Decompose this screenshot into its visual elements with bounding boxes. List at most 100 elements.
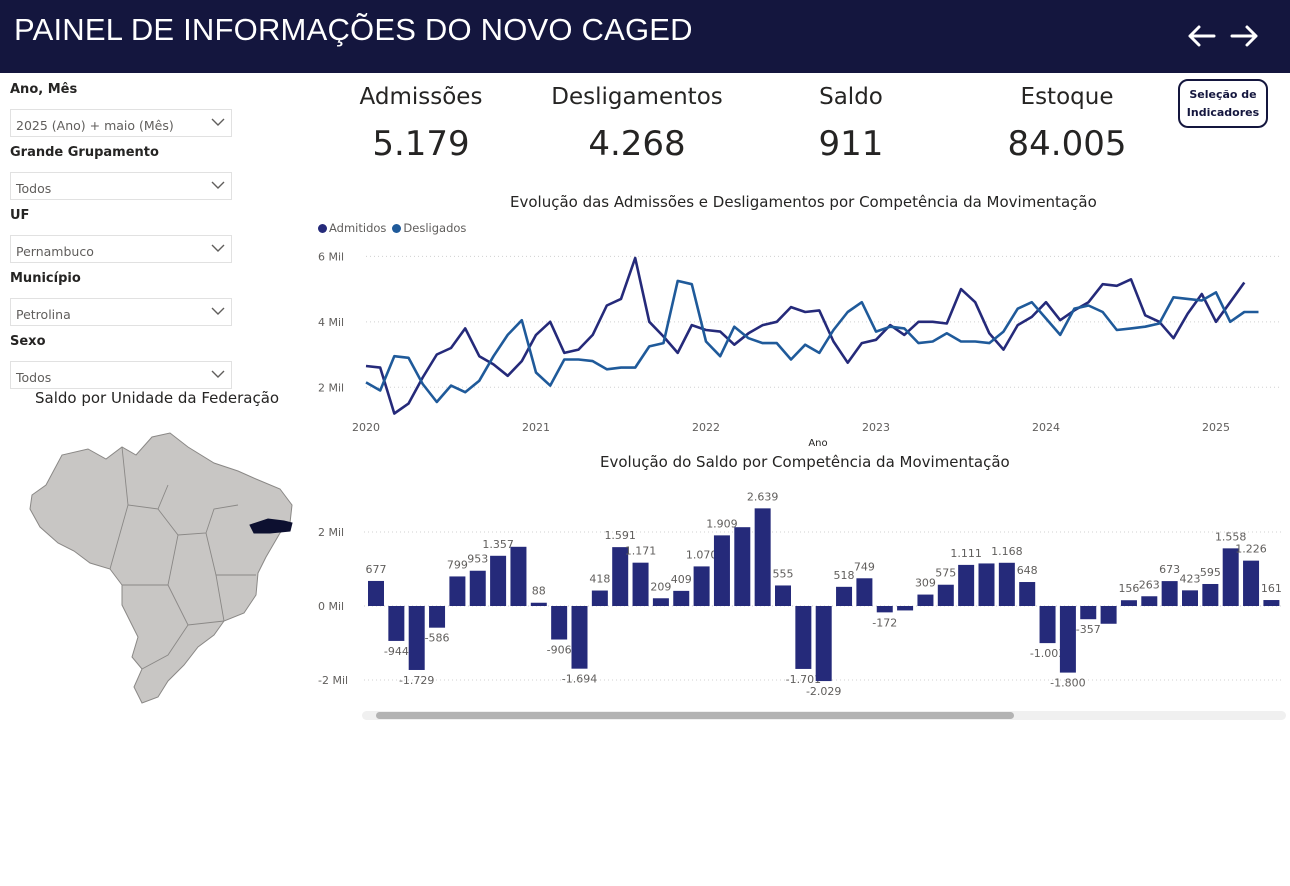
kpi-value: 4.268 [588,124,686,164]
data-label: 1.070 [686,548,718,561]
data-label: 156 [1118,582,1139,595]
kpi-label: Desligamentos [551,84,723,110]
bar [388,606,405,641]
bar [1100,606,1117,624]
legend-label: Desligados [403,221,467,235]
y-tick-label: -2 Mil [318,674,348,687]
bar [978,563,995,606]
bar [1080,606,1097,620]
dropdown-municipio[interactable]: Petrolina [10,298,232,326]
data-label: -1.800 [1050,677,1085,690]
bar [449,576,466,606]
filter-label-grande-grupamento: Grande Grupamento [10,145,159,160]
data-label: 799 [447,558,468,571]
line-chart-title: Evolução das Admissões e Desligamentos p… [510,193,1097,211]
chevron-down-icon [211,307,225,315]
data-label: 575 [935,567,956,580]
chevron-down-icon [211,244,225,252]
chevron-down-icon [211,181,225,189]
scrollbar-thumb[interactable] [376,712,1014,719]
bar [368,580,384,606]
arrow-left-icon[interactable] [1184,18,1220,54]
data-label: 1.909 [706,517,738,530]
dropdown-ano-mes[interactable]: 2025 (Ano) + maio (Mês) [10,109,232,137]
chevron-down-icon [211,118,225,126]
data-label: 1.226 [1235,543,1267,556]
bar [958,564,975,606]
brazil-map[interactable] [18,425,298,710]
dropdown-value: Pernambuco [16,244,94,259]
series-line-desligados [365,279,1259,404]
bar [551,606,568,640]
data-label: 648 [1017,564,1038,577]
data-label: -2.029 [806,685,841,698]
kpi-estoque: Estoque 84.005 [994,84,1140,164]
data-label: 2.639 [747,490,779,503]
x-tick-label: 2020 [352,421,380,434]
kpi-label: Admissões [359,84,483,110]
bar [612,547,629,606]
bar-chart[interactable]: 2 Mil 0 Mil -2 Mil 677 -944 -1.729 -586 799 953 1… [310,478,1285,706]
data-label: 1.111 [950,547,982,560]
data-label: 423 [1180,572,1201,585]
bar [998,562,1015,606]
bar [490,555,507,606]
kpi-admissoes: Admissões 5.179 [346,84,496,164]
state-pernambuco[interactable] [249,518,293,534]
bar [510,546,527,606]
data-label: 1.168 [991,545,1023,558]
bar [734,527,751,606]
selecao-indicadores-button[interactable]: Seleção de Indicadores [1178,79,1268,128]
data-label: 518 [834,569,855,582]
data-label: 555 [773,567,794,580]
bar [1263,600,1280,606]
data-label: -1.701 [786,673,821,686]
dropdown-sexo[interactable]: Todos [10,361,232,389]
button-line-2: Indicadores [1186,106,1260,119]
data-label: 673 [1159,563,1180,576]
kpi-saldo: Saldo 911 [796,84,906,164]
kpi-label: Estoque [1020,84,1114,110]
data-label: -1.694 [562,673,597,686]
bar [693,566,710,606]
dropdown-uf[interactable]: Pernambuco [10,235,232,263]
bar [408,606,425,670]
bar [917,594,934,606]
map-title: Saldo por Unidade da Federação [35,389,280,407]
header-bar: PAINEL DE INFORMAÇÕES DO NOVO CAGED [0,0,1290,73]
data-label: -1.729 [399,674,434,687]
data-label: -944 [384,645,409,658]
data-label: 209 [650,580,671,593]
arrow-right-icon[interactable] [1226,18,1262,54]
legend-dot-icon [318,223,327,233]
data-label: 677 [366,563,387,576]
y-tick-label: 0 Mil [318,600,344,613]
dropdown-grande-grupamento[interactable]: Todos [10,172,232,200]
bar [1182,590,1198,606]
bar [1202,583,1219,606]
bar-chart-title: Evolução do Saldo por Competência da Mov… [600,453,1010,471]
data-label: 1.591 [604,529,636,542]
data-label: -586 [425,632,450,645]
y-tick-label: 2 Mil [318,526,344,539]
dropdown-value: Todos [16,181,52,196]
bar [1039,606,1056,644]
dropdown-value: 2025 (Ano) + maio (Mês) [16,118,174,133]
data-label: 309 [915,577,936,590]
legend-dot-icon [392,223,402,233]
line-chart-legend: Admitidos Desligados [318,221,466,235]
chevron-down-icon [211,370,225,378]
bar [836,586,853,606]
data-label: 409 [671,573,692,586]
bar [673,590,690,606]
legend-item-admitidos[interactable]: Admitidos [318,221,386,235]
legend-item-desligados[interactable]: Desligados [392,221,466,235]
bar [1059,606,1076,673]
x-tick-label: 2025 [1202,421,1230,434]
line-chart[interactable]: 2 Mil 4 Mil 6 Mil 2020 2021 2022 2023 2024 2025 A… [310,240,1285,455]
bar [815,606,832,682]
chart-scrollbar[interactable] [362,711,1286,720]
kpi-value: 911 [818,124,884,164]
kpi-label: Saldo [819,84,883,110]
bar [1222,548,1239,606]
